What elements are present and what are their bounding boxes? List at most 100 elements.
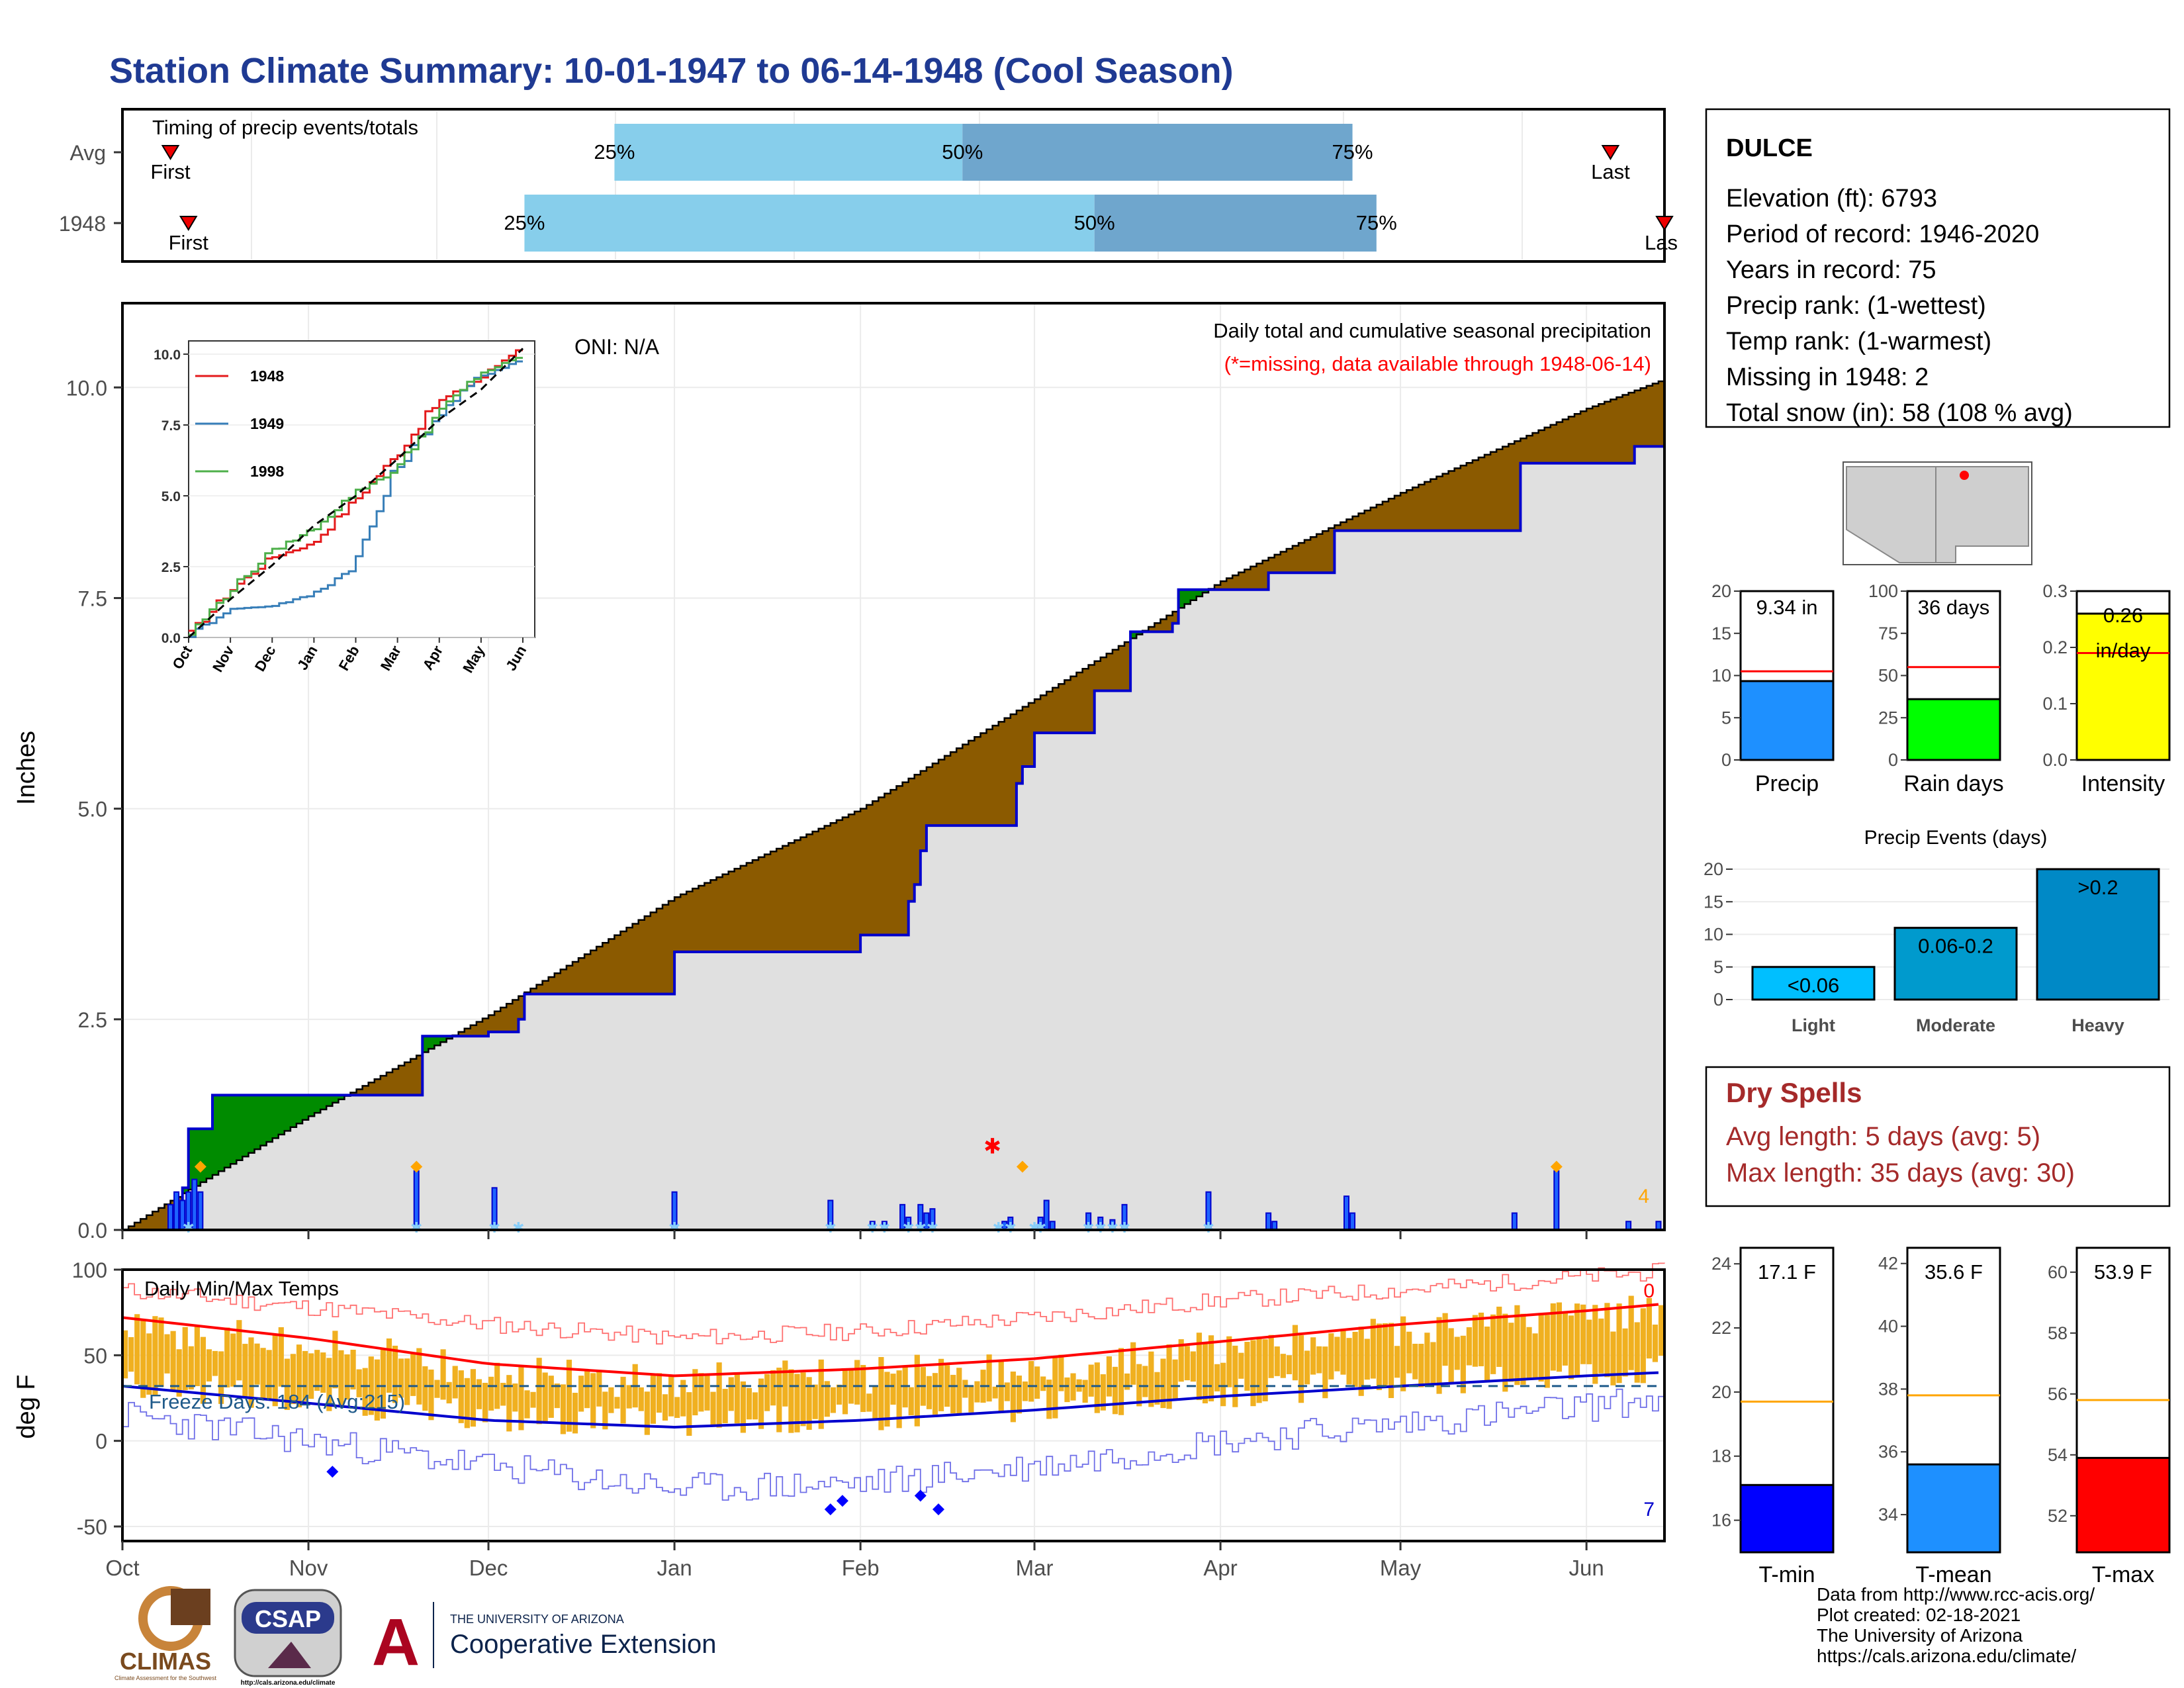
daily-temp-bar [878,1357,884,1430]
daily-temp-bar [770,1370,776,1406]
y-tick-label: 0.0 [2042,750,2068,770]
daily-temp-bar [1640,1308,1646,1383]
daily-temp-bar [356,1369,362,1397]
csap-logo-banner [242,1602,334,1634]
total-category-label: Precip [1755,771,1819,796]
inset-legend-label: 1998 [250,463,284,480]
daily-temp-bar [974,1381,980,1403]
daily-temp-bar [1610,1331,1616,1385]
csap-logo-mountain [268,1642,311,1668]
daily-temp-bar [1040,1376,1046,1391]
daily-temp-bar [212,1350,218,1376]
climas-logo-text: CLIMAS [120,1648,211,1675]
tsum-value: 17.1 F [1758,1260,1816,1284]
daily-temp-bar [242,1344,248,1397]
daily-temp-bar [1184,1346,1190,1381]
inset-avg-line [187,348,524,639]
daily-temp-bar [1208,1335,1214,1401]
daily-temp-bar [584,1369,590,1409]
daily-temp-bar [902,1367,908,1408]
oni-label: ONI: N/A [574,335,660,359]
daily-temp-bar [1406,1331,1412,1374]
station-name: DULCE [1726,134,1813,162]
daily-temp-bar [932,1373,938,1415]
daily-temp-bar [596,1371,602,1407]
daily-temp-bar [1334,1336,1340,1372]
daily-temp-bar [1424,1333,1430,1387]
dry-max-length: Max length: 35 days (avg: 30) [1726,1158,2075,1188]
daily-temp-bar [1298,1335,1304,1403]
cumulative-1948-line [122,438,1666,1231]
daily-temp-bar [614,1397,620,1409]
snow-marker: ✱ [825,1219,837,1236]
daily-temp-bar [842,1368,848,1415]
daily-temp-bar [332,1331,338,1389]
daily-temp-bar [1082,1380,1088,1403]
y-tick-label: 5.0 [78,798,107,821]
daily-temp-bar [674,1397,680,1419]
daily-temp-bar [806,1377,812,1430]
daily-temp-bar [1220,1362,1226,1407]
timing-bar-q1 [614,124,963,181]
daily-temp-bar [1118,1348,1124,1415]
daily-temp-bar [1130,1342,1136,1385]
total-bar [1739,680,1835,761]
daily-temp-bar [896,1370,902,1429]
timing-bar-q2 [1094,195,1377,252]
daily-temp-bar [524,1390,530,1419]
daily-temp-bar [1028,1360,1034,1402]
daily-temp-bar [602,1391,608,1430]
dry-spells-box: Dry Spells Avg length: 5 days (avg: 5) Max… [1705,1066,2171,1207]
daily-temp-bar [728,1377,734,1411]
daily-temp-bar [314,1350,320,1391]
snow-marker: ✱ [1203,1219,1214,1236]
timing-p50: 50% [1074,211,1115,234]
y-tick-label: 20 [1711,581,1731,601]
record-high-line [122,1262,1665,1345]
daily-temp-bar [302,1350,308,1401]
daily-temp-bar [1100,1374,1106,1411]
tsum-bar [1739,1483,1835,1554]
y-tick-label: 10.0 [66,376,107,400]
daily-temp-bar [254,1343,260,1385]
daily-temp-bar [554,1383,560,1409]
daily-temp-bar [1214,1364,1220,1391]
daily-temp-bar [1358,1327,1364,1396]
daily-temp-bar [1418,1344,1424,1387]
daily-temp-bar [626,1385,632,1409]
daily-temp-bar [1322,1346,1328,1399]
event-category-label: Heavy [2071,1015,2124,1035]
daily-temp-bar [158,1317,164,1387]
daily-temp-bar [662,1394,668,1421]
snow-marker: ✱ [1028,1219,1040,1236]
daily-precip-bar [1265,1212,1272,1231]
timing-row-label: 1948 [59,212,106,236]
daily-temp-bar [1124,1373,1130,1390]
station-info-line: Elevation (ft): 6793 [1726,185,1937,212]
timing-p75: 75% [1332,140,1373,164]
daily-temp-bar [680,1380,686,1417]
y-tick-label: 0 [1721,750,1731,770]
daily-temp-bar [1508,1323,1514,1382]
daily-temp-bar [1388,1323,1394,1398]
record-low-line [122,1388,1665,1501]
daily-temp-bar [224,1327,230,1387]
daily-temp-bar [1274,1346,1280,1376]
inset-y-label: 10.0 [154,348,181,363]
y-tick-label: 60 [2048,1262,2068,1282]
daily-temp-bar [170,1331,176,1391]
daily-temp-bar [122,1330,128,1379]
daily-temp-bar [1382,1323,1388,1385]
snow-marker: ✱ [1005,1219,1017,1236]
ua-logo-line2: Cooperative Extension [450,1630,716,1659]
daily-temp-bar [290,1354,296,1405]
daily-temp-bar [1400,1316,1406,1391]
daily-temp-bar [1316,1346,1322,1374]
daily-precip-bar [1553,1170,1560,1231]
precip-caption: Daily total and cumulative seasonal prec… [1213,319,1651,342]
figure-title: Station Climate Summary: 10-01-1947 to 0… [109,51,1234,91]
daily-temp-bar [1430,1342,1436,1385]
daily-temp-bar [488,1376,494,1411]
event-category-label: Moderate [1916,1015,1995,1035]
rain-days-value: 36 days [1918,596,1990,619]
